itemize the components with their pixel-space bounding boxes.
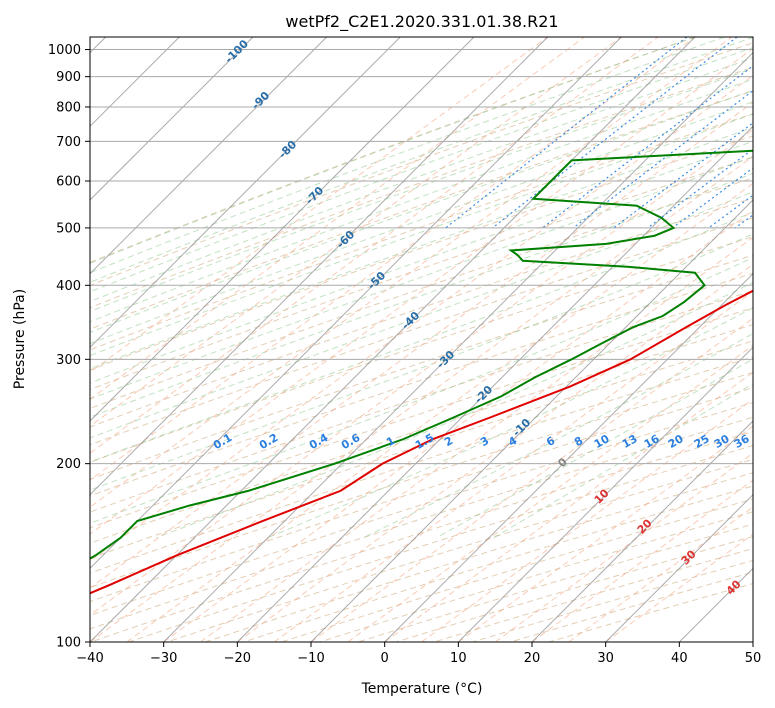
isotherm-line — [310, 199, 753, 642]
y-axis-title: Pressure (hPa) — [12, 289, 28, 389]
dry-adiabat-line — [90, 340, 753, 559]
y-tick-label: 400 — [56, 279, 81, 294]
dry-adiabat-line — [166, 458, 753, 642]
dry-adiabat-line — [243, 485, 753, 642]
x-tick-label: −40 — [76, 651, 103, 666]
isotherm-line — [90, 37, 549, 496]
mixing-ratio-line — [492, 37, 738, 229]
x-tick-label: 30 — [597, 651, 614, 666]
reference-dashed-line — [458, 425, 753, 642]
reference-dashed-line — [90, 155, 753, 642]
x-tick-label: 40 — [671, 651, 688, 666]
x-tick-label: −30 — [150, 651, 177, 666]
isotherm-line — [163, 51, 753, 642]
y-tick-label: 600 — [56, 174, 81, 189]
temperature-profile — [90, 289, 753, 595]
dry-adiabat-line — [90, 272, 753, 497]
mixing-ratio-line — [647, 148, 753, 229]
x-tick-label: −10 — [297, 651, 324, 666]
y-tick-label: 100 — [56, 636, 81, 651]
isotherm-line — [90, 37, 401, 349]
reference-dashed-line — [605, 533, 753, 642]
dry-adiabat-line — [90, 37, 696, 263]
x-tick-label: 10 — [450, 651, 467, 666]
x-axis-title: Temperature (°C) — [361, 681, 483, 697]
reference-dashed-line — [90, 47, 753, 535]
reference-dashed-line — [163, 209, 753, 642]
y-tick-label: 300 — [56, 353, 81, 368]
isotherm-line — [90, 37, 696, 642]
dry-adiabat-line — [319, 511, 753, 642]
dry-adiabat-line — [90, 290, 753, 513]
reference-dashed-line — [90, 101, 753, 589]
dry-adiabat-line — [90, 90, 753, 330]
dry-adiabat-line — [90, 254, 753, 480]
dry-adiabat-line — [90, 356, 753, 574]
dry-adiabat-line — [90, 66, 753, 309]
y-tick-label: 500 — [56, 221, 81, 236]
y-tick-label: 800 — [56, 100, 81, 115]
reference-dashed-line — [90, 37, 622, 427]
mixing-ratio-line — [708, 194, 753, 229]
y-tick-label: 200 — [56, 457, 81, 472]
dry-adiabat-line — [90, 371, 753, 589]
reference-dashed-line — [90, 37, 696, 481]
mixing-ratio-line — [445, 37, 688, 229]
dry-adiabat-line — [90, 324, 753, 544]
isotherm-line — [384, 272, 753, 642]
reference-dashed-line — [384, 371, 753, 642]
isotherm-line — [90, 37, 475, 422]
isotherm-line — [457, 346, 753, 642]
isotherm-line — [531, 420, 753, 642]
reference-dashed-line — [90, 37, 548, 373]
x-tick-label: 20 — [524, 651, 541, 666]
axes: −40 −30 −20 −10 0 10 20 30 40 50 100 200 300 400 500 60… — [48, 43, 761, 666]
reference-dashed-line — [237, 263, 753, 642]
y-tick-label: 700 — [56, 135, 81, 150]
x-tick-label: 0 — [381, 651, 389, 666]
reference-dashed-line — [310, 317, 753, 642]
isotherm-line — [90, 37, 254, 201]
isotherm-line — [605, 493, 753, 642]
x-tick-label: −20 — [224, 651, 251, 666]
dewpoint-profile — [90, 149, 753, 560]
plot-frame — [89, 36, 754, 643]
y-tick-label: 900 — [56, 70, 81, 85]
isotherm-line — [236, 125, 753, 642]
isotherm-line — [90, 37, 328, 275]
chart-title: wetPf2_C2E1.2020.331.01.38.R21 — [285, 12, 558, 32]
y-tick-label: 1000 — [48, 43, 81, 58]
plot-area — [90, 37, 753, 642]
reference-dashed-line — [531, 479, 753, 642]
mixing-ratio-line — [542, 65, 753, 229]
dry-adiabat-line — [90, 113, 753, 351]
dry-adiabat-line — [128, 445, 753, 642]
dry-adiabat-line — [281, 498, 753, 642]
x-tick-label: 50 — [745, 651, 762, 666]
